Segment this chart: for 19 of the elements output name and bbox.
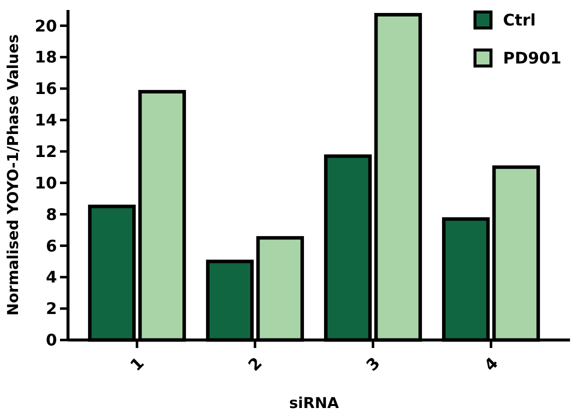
y-tick-label: 18 — [34, 48, 57, 67]
y-axis-title: Normalised YOYO-1/Phase Values — [4, 34, 22, 316]
y-tick-label: 20 — [34, 16, 57, 36]
y-tick-label: 4 — [46, 268, 57, 287]
x-tick-label: 3 — [362, 353, 384, 375]
x-axis-title: siRNA — [289, 394, 340, 412]
y-tick-label: 8 — [46, 204, 57, 224]
y-tick-label: 2 — [46, 299, 57, 318]
y-tick-label: 10 — [34, 173, 57, 192]
y-tick-label: 12 — [34, 142, 57, 162]
x-tick-label: 1 — [126, 353, 148, 375]
x-tick-label: 4 — [480, 353, 502, 375]
y-tick-label: 0 — [46, 330, 57, 350]
y-tick-label: 14 — [34, 110, 57, 130]
legend-label: Ctrl — [503, 10, 536, 30]
y-tick-label: 6 — [46, 236, 57, 256]
y-tick-label: 16 — [34, 79, 57, 98]
legend-label: PD901 — [503, 48, 562, 68]
x-tick-label: 2 — [244, 353, 266, 375]
